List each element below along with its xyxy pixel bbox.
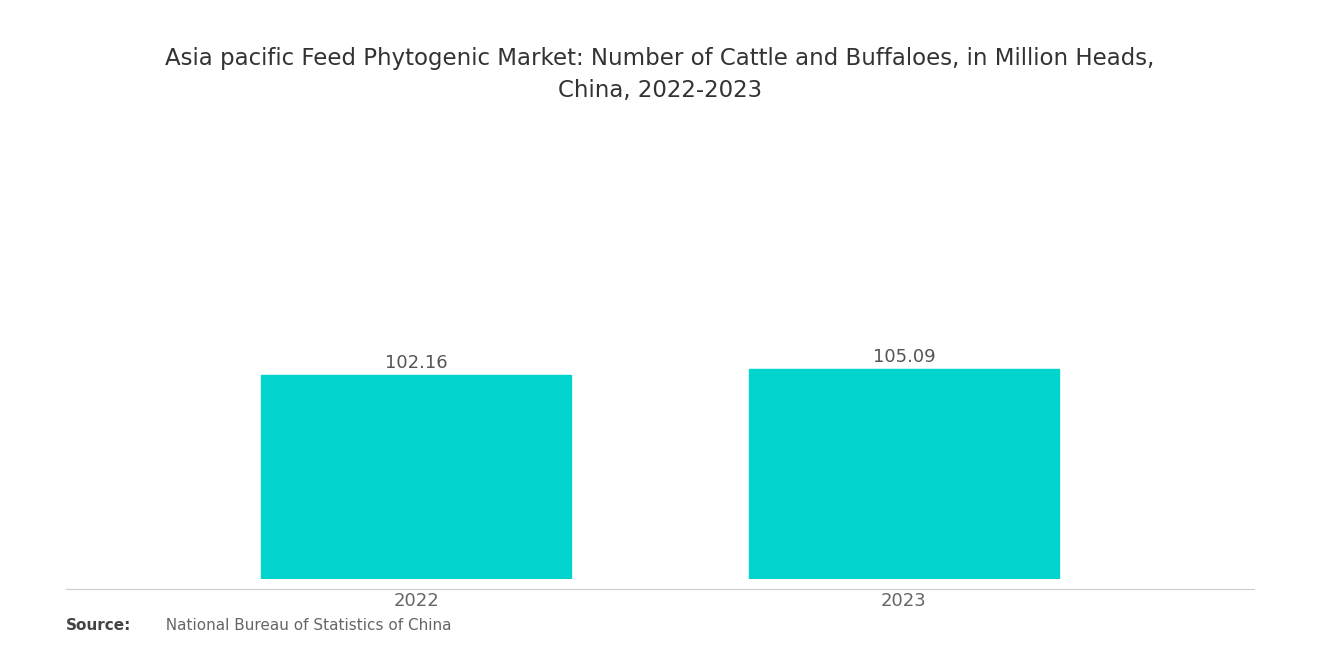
Text: Asia pacific Feed Phytogenic Market: Number of Cattle and Buffaloes, in Million : Asia pacific Feed Phytogenic Market: Num…	[165, 47, 1155, 102]
Bar	[748, 369, 1059, 579]
Text: 102.16: 102.16	[384, 354, 447, 372]
Text: 105.09: 105.09	[873, 348, 936, 366]
Bar	[261, 375, 572, 579]
Text: Source:: Source:	[66, 618, 132, 632]
Text: National Bureau of Statistics of China: National Bureau of Statistics of China	[156, 618, 451, 632]
